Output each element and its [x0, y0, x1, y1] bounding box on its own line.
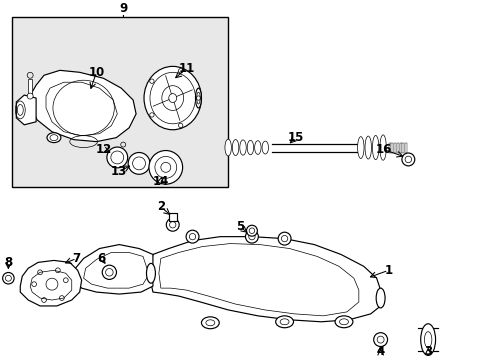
Polygon shape — [20, 260, 81, 306]
Ellipse shape — [364, 136, 371, 159]
Ellipse shape — [47, 133, 61, 143]
Ellipse shape — [262, 141, 268, 154]
Ellipse shape — [224, 139, 231, 156]
Text: 16: 16 — [375, 143, 391, 156]
Polygon shape — [30, 70, 136, 141]
Text: 10: 10 — [88, 66, 104, 79]
Ellipse shape — [146, 264, 155, 283]
Bar — [168, 213, 176, 221]
Bar — [28, 79, 32, 95]
Bar — [402, 143, 404, 153]
Circle shape — [196, 96, 200, 100]
Circle shape — [245, 230, 258, 243]
Bar — [396, 143, 398, 153]
Ellipse shape — [372, 135, 378, 159]
Polygon shape — [16, 95, 36, 125]
Ellipse shape — [232, 140, 238, 156]
Text: 5: 5 — [235, 220, 244, 233]
Text: 8: 8 — [4, 256, 13, 269]
Ellipse shape — [247, 140, 253, 155]
Circle shape — [2, 273, 14, 284]
FancyBboxPatch shape — [12, 17, 228, 187]
Text: 3: 3 — [423, 345, 431, 358]
Ellipse shape — [128, 153, 150, 174]
Bar — [388, 143, 390, 153]
Circle shape — [102, 265, 116, 279]
Text: 15: 15 — [287, 131, 303, 144]
Ellipse shape — [254, 141, 261, 154]
Ellipse shape — [334, 316, 352, 328]
Circle shape — [278, 232, 290, 245]
Text: 9: 9 — [119, 3, 127, 15]
Circle shape — [401, 153, 414, 166]
Bar — [393, 143, 395, 153]
Circle shape — [149, 113, 154, 117]
Ellipse shape — [375, 288, 384, 308]
Text: 4: 4 — [376, 345, 384, 358]
Circle shape — [373, 333, 387, 347]
Circle shape — [149, 79, 154, 84]
Circle shape — [246, 225, 257, 236]
Polygon shape — [149, 237, 380, 322]
Text: 11: 11 — [178, 62, 194, 75]
Circle shape — [178, 68, 183, 73]
Text: 14: 14 — [152, 175, 169, 188]
Text: 6: 6 — [97, 252, 105, 265]
Ellipse shape — [379, 135, 386, 160]
Ellipse shape — [275, 316, 293, 328]
Ellipse shape — [239, 140, 246, 155]
Text: 7: 7 — [73, 252, 81, 265]
Ellipse shape — [107, 147, 127, 168]
Text: 1: 1 — [384, 264, 392, 277]
Text: 13: 13 — [111, 165, 127, 178]
Text: 2: 2 — [157, 201, 164, 213]
Bar — [405, 143, 407, 153]
Circle shape — [186, 230, 199, 243]
Circle shape — [178, 123, 183, 127]
Polygon shape — [74, 244, 153, 294]
Circle shape — [27, 93, 33, 99]
Bar — [399, 143, 401, 153]
Ellipse shape — [357, 137, 363, 158]
Ellipse shape — [195, 88, 201, 108]
Circle shape — [166, 218, 179, 231]
Ellipse shape — [149, 150, 182, 184]
Text: 12: 12 — [95, 143, 111, 156]
Ellipse shape — [201, 317, 219, 329]
Ellipse shape — [420, 324, 435, 355]
Ellipse shape — [144, 66, 201, 130]
Bar — [390, 143, 392, 153]
